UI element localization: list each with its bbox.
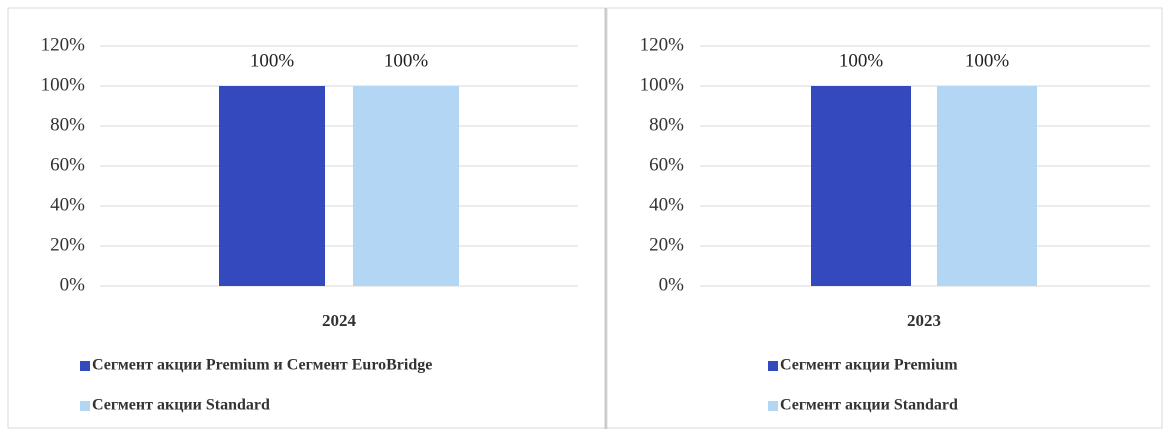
value-label: 100% [965,50,1010,71]
y-tick-label: 80% [50,114,85,135]
legend-label: Сегмент акции Premium и Сегмент EuroBrid… [92,357,432,374]
legend-swatch [768,401,778,411]
y-tick-label: 100% [640,74,685,95]
x-tick-label: 2024 [322,311,357,330]
legend-swatch [80,361,90,371]
value-label: 100% [384,50,429,71]
y-tick-label: 40% [50,194,85,215]
y-tick-label: 20% [649,234,684,255]
legend-label: Сегмент акции Standard [780,397,958,414]
bar [811,86,911,286]
value-label: 100% [250,50,295,71]
bar [353,86,459,286]
y-tick-label: 0% [659,274,685,295]
y-tick-label: 100% [41,74,86,95]
legend-label: Сегмент акции Standard [92,397,270,414]
y-tick-label: 60% [649,154,684,175]
y-tick-label: 0% [60,274,86,295]
y-tick-label: 40% [649,194,684,215]
bar [219,86,325,286]
y-tick-label: 80% [649,114,684,135]
y-tick-label: 60% [50,154,85,175]
legend-swatch [80,401,90,411]
value-label: 100% [839,50,884,71]
legend-label: Сегмент акции Premium [780,357,958,374]
bar [937,86,1037,286]
y-tick-label: 120% [640,34,685,55]
y-tick-label: 120% [41,34,86,55]
x-tick-label: 2023 [907,311,941,330]
legend-swatch [768,361,778,371]
y-tick-label: 20% [50,234,85,255]
panel-frame [606,7,1163,429]
